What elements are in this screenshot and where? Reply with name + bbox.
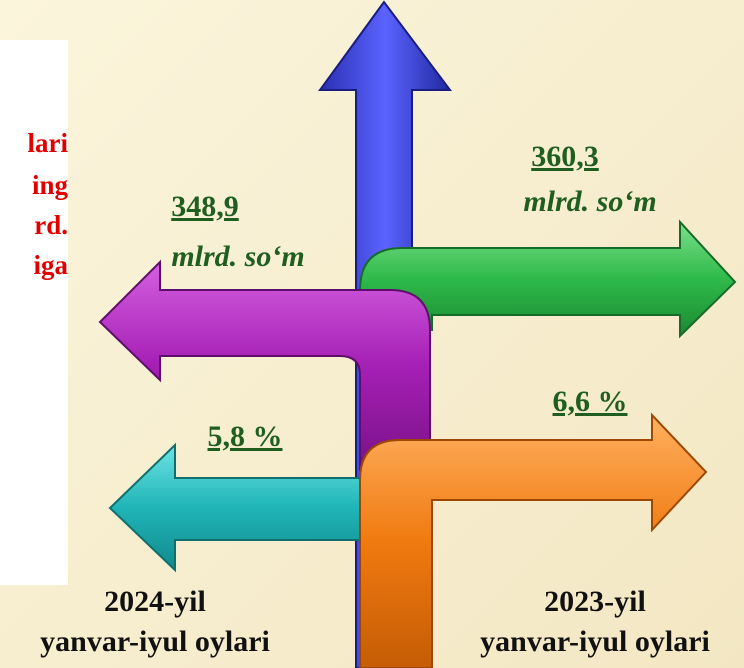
period-year: 2024-yil (104, 585, 206, 619)
period-months: yanvar-iyul oylari (40, 625, 270, 659)
arrows (0, 0, 744, 668)
amount: 360,3 (531, 140, 599, 174)
infographic: lari ing rd. iga 348,9 mlrd. so‘m 5,8 % … (0, 0, 744, 668)
percent: 6,6 % (553, 385, 628, 419)
period-year: 2023-yil (544, 585, 646, 619)
unit: mlrd. so‘m (171, 240, 304, 274)
period-months: yanvar-iyul oylari (480, 625, 710, 659)
unit: mlrd. so‘m (523, 185, 656, 219)
percent: 5,8 % (208, 420, 283, 454)
cyan-arrow (110, 445, 360, 570)
amount: 348,9 (171, 190, 239, 224)
